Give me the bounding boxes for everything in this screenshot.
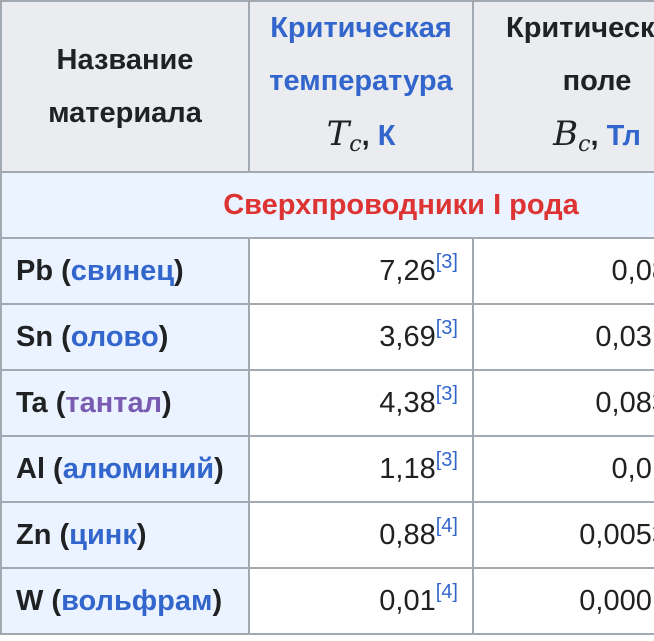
reference-link[interactable]: [3] (435, 316, 458, 339)
element-name-link[interactable]: свинец (70, 254, 175, 287)
tesla-unit-link[interactable]: Тл (606, 120, 641, 152)
material-name-cell: W (вольфрам) (0, 567, 250, 635)
material-name-cell: Pb (свинец) (0, 237, 250, 305)
table-row: Sn (олово)3,69[3]0,031 (0, 303, 654, 371)
header-critical-field: Критическое поле Bc, Тл (472, 0, 654, 173)
table-row: Pb (свинец)7,26[3]0,08 (0, 237, 654, 305)
critical-temperature-link-line1[interactable]: Критическая (270, 12, 452, 44)
header-critical-temperature: Критическая температура Tc, К (248, 0, 474, 173)
critical-temperature-link-line2[interactable]: температура (269, 65, 453, 97)
element-symbol: Ta (16, 386, 48, 419)
material-name-cell: Ta (тантал) (0, 369, 250, 437)
element-name-link[interactable]: алюминий (62, 452, 215, 485)
critical-temperature-value: 4,38 (379, 386, 436, 419)
table-row: Zn (цинк)0,88[4]0,0053 (0, 501, 654, 569)
bc-symbol: Bc (553, 114, 591, 157)
critical-field-value: 0,083 (595, 386, 654, 419)
critical-field-cell: 0,0001 (472, 567, 654, 635)
reference-link[interactable]: [3] (435, 448, 458, 471)
section-title: Сверхпроводники I рода (0, 171, 654, 239)
element-symbol: Zn (16, 518, 52, 551)
critical-temperature-cell: 4,38[3] (248, 369, 474, 437)
header-critical-field-line1: Критическое (506, 12, 654, 44)
header-material-line2: материала (48, 96, 202, 129)
header-material-name: Название материала (0, 0, 250, 173)
critical-temperature-value: 3,69 (379, 320, 436, 353)
critical-field-cell: 0,08 (472, 237, 654, 305)
critical-temperature-cell: 1,18[3] (248, 435, 474, 503)
reference-link[interactable]: [3] (435, 250, 458, 273)
temperature-symbol: Tc, К (326, 114, 396, 157)
material-name-cell: Al (алюминий) (0, 435, 250, 503)
table-row: W (вольфрам)0,01[4]0,0001 (0, 567, 654, 635)
critical-field-cell: 0,031 (472, 303, 654, 371)
kelvin-unit-link[interactable]: К (377, 120, 396, 152)
field-symbol: Bc, Тл (553, 114, 641, 157)
critical-field-value: 0,0053 (579, 518, 654, 551)
element-name-link[interactable]: олово (70, 320, 159, 353)
critical-temperature-value: 7,26 (379, 254, 436, 287)
header-material-line1: Название (56, 43, 194, 76)
element-name-link[interactable]: вольфрам (61, 584, 213, 617)
critical-temperature-cell: 0,01[4] (248, 567, 474, 635)
element-symbol: Sn (16, 320, 54, 353)
element-symbol: W (16, 584, 44, 617)
material-name-cell: Zn (цинк) (0, 501, 250, 569)
section-row: Сверхпроводники I рода (0, 171, 654, 239)
header-row: Название материала Критическая температу… (0, 0, 654, 173)
critical-field-value: 0,01 (611, 452, 654, 485)
header-critical-field-line2: поле (562, 65, 632, 97)
critical-temperature-cell: 0,88[4] (248, 501, 474, 569)
critical-field-value: 0,0001 (579, 584, 654, 617)
critical-field-value: 0,08 (611, 254, 654, 287)
critical-field-cell: 0,01 (472, 435, 654, 503)
critical-temperature-value: 0,88 (379, 518, 436, 551)
reference-link[interactable]: [4] (435, 514, 458, 537)
element-symbol: Pb (16, 254, 54, 287)
material-name-cell: Sn (олово) (0, 303, 250, 371)
critical-temperature-cell: 3,69[3] (248, 303, 474, 371)
element-symbol: Al (16, 452, 45, 485)
element-name-link[interactable]: тантал (65, 386, 163, 419)
table-row: Al (алюминий)1,18[3]0,01 (0, 435, 654, 503)
critical-field-value: 0,031 (595, 320, 654, 353)
reference-link[interactable]: [3] (435, 382, 458, 405)
critical-field-cell: 0,083 (472, 369, 654, 437)
critical-temperature-cell: 7,26[3] (248, 237, 474, 305)
critical-field-cell: 0,0053 (472, 501, 654, 569)
reference-link[interactable]: [4] (435, 580, 458, 603)
critical-temperature-value: 1,18 (379, 452, 436, 485)
table-row: Ta (тантал)4,38[3]0,083 (0, 369, 654, 437)
tc-symbol: Tc (326, 114, 362, 157)
element-name-link[interactable]: цинк (69, 518, 137, 551)
critical-temperature-value: 0,01 (379, 584, 436, 617)
